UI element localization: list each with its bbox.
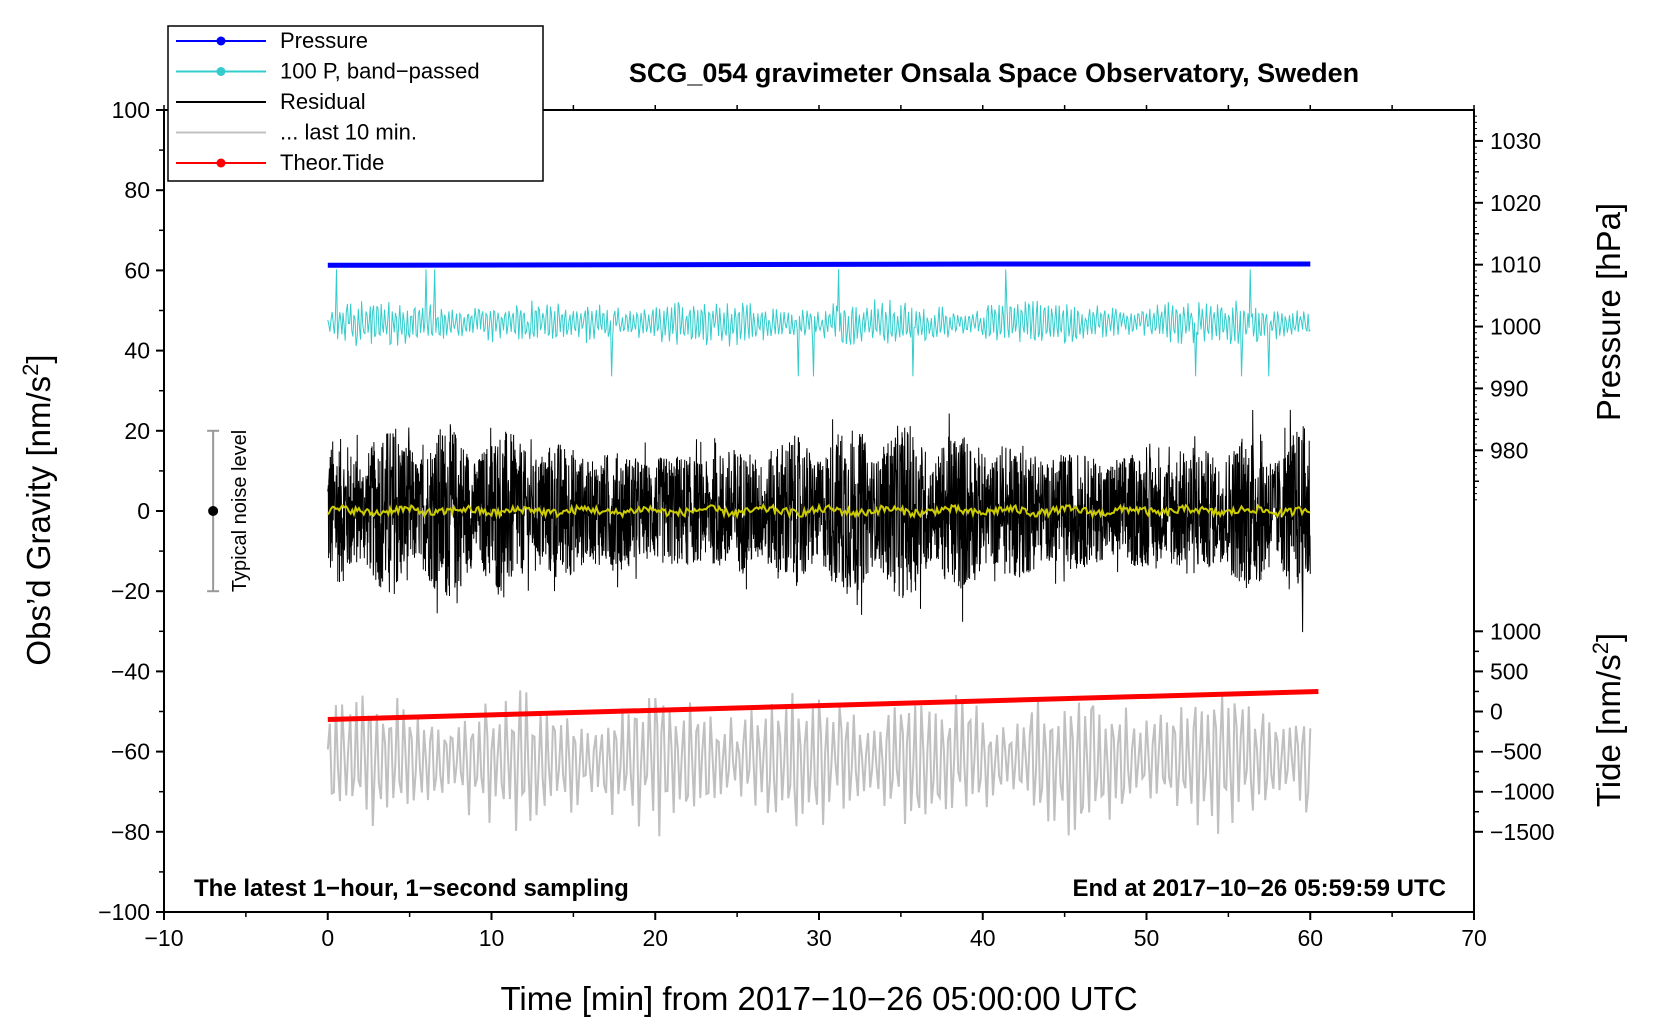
noise-bar-label: Typical noise level xyxy=(229,430,251,592)
y-axis-title-main: Obs’d Gravity [nm/s xyxy=(20,376,57,666)
x-tick-label: 50 xyxy=(1134,925,1160,951)
y-axis-title-end: ] xyxy=(20,354,57,363)
annotation-left: The latest 1−hour, 1−second sampling xyxy=(194,875,629,902)
y-tick-label: −20 xyxy=(111,578,150,604)
tide-tick-label: −500 xyxy=(1490,739,1542,765)
noise-level-indicator: Typical noise level xyxy=(207,429,251,593)
legend-label: Theor.Tide xyxy=(280,150,384,175)
y-axis-title-sup: 2 xyxy=(18,364,43,376)
legend-label: ... last 10 min. xyxy=(280,120,417,145)
y-tick-label: 0 xyxy=(137,498,150,524)
pressure-axis-title: Pressure [hPa] xyxy=(1590,203,1627,421)
tide-axis-title-sup: 2 xyxy=(1588,642,1613,654)
residual-line xyxy=(327,409,1311,633)
smoothed-residual-line xyxy=(326,502,1311,520)
y-tick-label: −40 xyxy=(111,658,150,684)
x-tick-label: 0 xyxy=(321,925,334,951)
y-tick-label: 100 xyxy=(112,97,150,123)
y-tick-label: −100 xyxy=(98,899,150,925)
annotation-right: End at 2017−10−26 05:59:59 UTC xyxy=(1072,875,1446,902)
y-tick-label: 60 xyxy=(124,257,150,283)
tide-tick-label: 500 xyxy=(1490,658,1528,684)
chart-title: SCG_054 gravimeter Onsala Space Observat… xyxy=(629,58,1359,88)
legend-swatch-marker xyxy=(216,158,226,168)
y-tick-label: −60 xyxy=(111,739,150,765)
x-tick-label: 70 xyxy=(1461,925,1487,951)
pressure-line xyxy=(327,261,1311,268)
pressure-tick-label: 1000 xyxy=(1490,314,1541,340)
legend-label: Residual xyxy=(280,89,366,114)
y-tick-label: 40 xyxy=(124,338,150,364)
tide-tick-label: −1500 xyxy=(1490,819,1555,845)
tide-tick-label: −1000 xyxy=(1490,779,1555,805)
axis-ticks: −10 0 10 20 30 40 50 60 70−100−80−60−40−20020406… xyxy=(98,97,1554,951)
legend: Pressure 100 P, band−passed Residual ... la… xyxy=(167,25,544,182)
x-axis-title: Time [min] from 2017−10−26 05:00:00 UTC xyxy=(500,980,1137,1017)
legend-box xyxy=(167,25,544,182)
y-tick-label: −80 xyxy=(111,819,150,845)
tide-axis-title-main: Tide [nm/s xyxy=(1590,654,1627,807)
bandpassed-pressure-line xyxy=(327,269,1311,377)
data-series xyxy=(326,261,1319,837)
x-tick-label: 40 xyxy=(970,925,996,951)
x-tick-label: 30 xyxy=(806,925,832,951)
y-tick-label: 20 xyxy=(124,418,150,444)
legend-label: Pressure xyxy=(280,28,368,53)
tide-axis-title-end: ] xyxy=(1590,633,1627,642)
x-tick-label: 20 xyxy=(642,925,668,951)
pressure-tick-label: 980 xyxy=(1490,437,1528,463)
pressure-tick-label: 1020 xyxy=(1490,190,1541,216)
legend-swatch-marker xyxy=(216,67,226,76)
x-tick-label: 10 xyxy=(479,925,505,951)
pressure-tick-label: 990 xyxy=(1490,375,1528,401)
tide-axis-title: Tide [nm/s2] xyxy=(1588,633,1627,807)
legend-swatch-marker xyxy=(216,36,226,46)
pressure-tick-label: 1030 xyxy=(1490,128,1541,154)
legend-label: 100 P, band−passed xyxy=(280,59,480,84)
noise-bar-dot xyxy=(208,506,219,516)
y-tick-label: 80 xyxy=(124,177,150,203)
x-tick-label: −10 xyxy=(144,925,183,951)
theoretical-tide-line xyxy=(327,689,1319,722)
pressure-tick-label: 1010 xyxy=(1490,252,1541,278)
last-10-min-line xyxy=(326,690,1312,837)
tide-tick-label: 0 xyxy=(1490,699,1503,725)
y-axis-title: Obs’d Gravity [nm/s2] xyxy=(18,354,57,665)
legend-items: Pressure 100 P, band−passed Residual ... la… xyxy=(176,28,480,175)
x-tick-label: 60 xyxy=(1297,925,1323,951)
tide-tick-label: 1000 xyxy=(1490,618,1541,644)
